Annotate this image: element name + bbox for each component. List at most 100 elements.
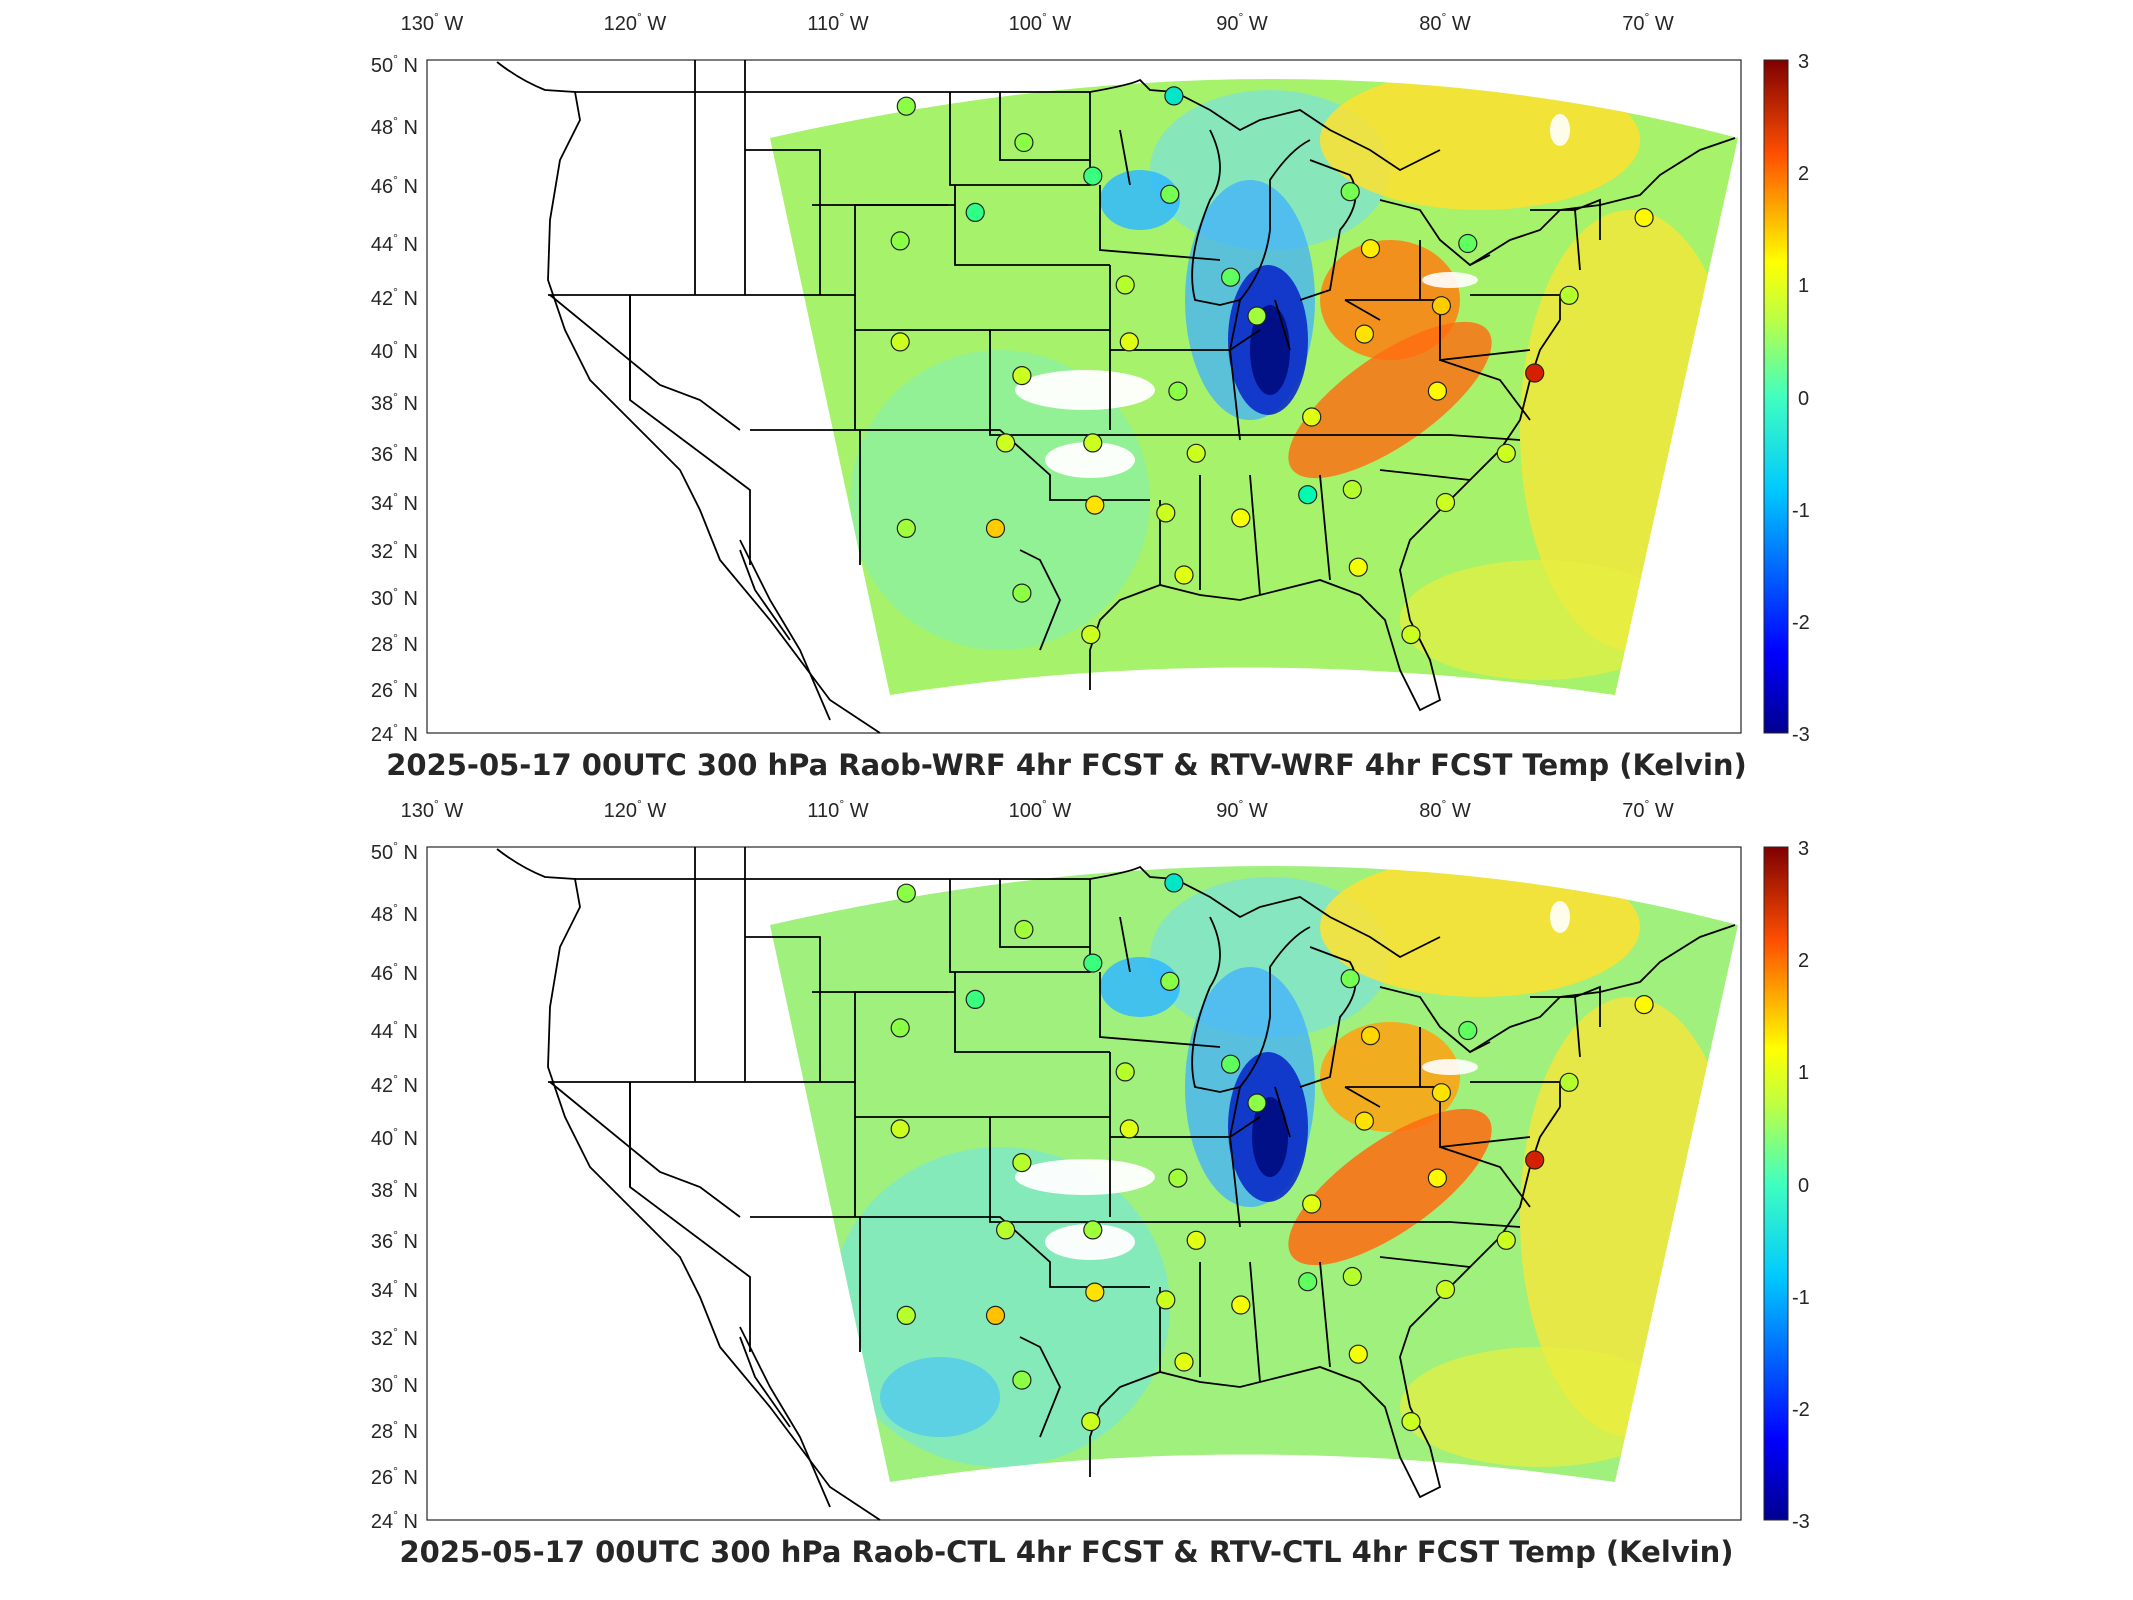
lat-tick-label: 42° N [371,285,418,310]
colorbar-tick-label: 1 [1798,1062,1809,1084]
lat-tick-label: 48° N [371,901,418,926]
station-marker [1012,366,1032,386]
station-marker [1559,1072,1579,1092]
lat-tick-label: 34° N [371,1277,418,1302]
station-marker [965,202,985,222]
lat-tick-label: 42° N [371,1072,418,1097]
lat-tick-label: 32° N [371,1325,418,1350]
station-marker [1014,919,1034,940]
station-marker [1401,624,1421,645]
latitude-ticks: 50° N 48° N 46° N 44° N 42° N 40° N 38° … [371,52,418,746]
lat-tick-label: 26° N [371,1464,418,1489]
station-marker [890,231,910,251]
station-marker [985,518,1006,539]
station-marker [1014,132,1034,153]
station-marker [1435,492,1456,513]
coastlines-and-borders [496,847,1736,1521]
station-marker [896,883,916,903]
station-marker [1012,1153,1032,1173]
station-marker [1160,971,1180,991]
lat-tick-label: 44° N [371,231,418,256]
station-marker [1186,1230,1206,1250]
lon-tick-label: 70° W [1622,797,1674,822]
lon-tick-label: 80° W [1419,10,1471,35]
station-marker [1427,1168,1448,1188]
station-marker [1174,1352,1194,1372]
station-marker [1435,1279,1456,1300]
station-marker [1302,407,1322,427]
map-title: 2025-05-17 00UTC 300 hPa Raob-CTL 4hr FC… [399,1535,1734,1569]
station-marker [1458,233,1478,254]
lat-tick-label: 46° N [371,960,418,985]
station-marker [1231,1295,1251,1315]
station-marker [1081,1411,1101,1432]
lat-tick-label: 44° N [371,1018,418,1043]
lon-tick-label: 130° W [401,10,464,35]
station-marker [1164,873,1184,893]
station-marker [1174,565,1194,585]
station-marker [1431,1083,1452,1103]
lon-tick-label: 100° W [1009,10,1072,35]
lat-tick-label: 40° N [371,338,418,363]
lat-tick-label: 38° N [371,1177,418,1202]
lat-tick-label: 46° N [371,173,418,198]
station-marker [995,1220,1016,1240]
colorbar-tick-label: -2 [1792,612,1810,634]
station-marker [1160,184,1180,204]
map-figure-top: 130° W 120° W 110° W 100° W 90° W 80° W … [371,10,1810,746]
station-marker [1081,624,1101,645]
station-marker [1496,443,1516,463]
station-marker [1348,1344,1368,1364]
station-marker [1458,1020,1478,1041]
station-marker [1156,1290,1176,1310]
station-marker [1431,296,1452,316]
station-marker [896,96,916,116]
station-marker [890,1119,910,1139]
station-marker [1360,1026,1381,1046]
colorbar-tick-label: -1 [1792,1287,1810,1309]
station-marker [1525,1150,1545,1170]
colorbar-tick-label: -3 [1792,724,1810,746]
lat-tick-label: 34° N [371,490,418,515]
lat-tick-label: 48° N [371,114,418,139]
raob-stations [890,86,1654,645]
station-marker [995,433,1016,453]
station-marker [1634,995,1654,1015]
lon-tick-label: 130° W [401,797,464,822]
lat-tick-label: 30° N [371,585,418,610]
station-marker [1085,495,1105,515]
temperature-field [770,79,1738,695]
station-marker [1231,508,1251,528]
lat-tick-label: 36° N [371,1228,418,1253]
station-marker [965,989,985,1009]
longitude-ticks: 130° W 120° W 110° W 100° W 90° W 80° W … [401,797,1674,822]
colorbar-tick-label: 0 [1798,388,1809,410]
station-marker [1342,1266,1362,1287]
station-marker [1119,1119,1139,1139]
map-panel-top: 130° W 120° W 110° W 100° W 90° W 80° W … [371,10,1810,782]
station-marker [1220,267,1241,287]
station-marker [1559,285,1579,305]
station-marker [1164,86,1184,106]
station-marker [1083,953,1103,973]
colorbar-tick-label: -2 [1792,1399,1810,1421]
longitude-ticks: 130° W 120° W 110° W 100° W 90° W 80° W … [401,10,1674,35]
lon-tick-label: 100° W [1009,797,1072,822]
station-marker [1085,1282,1105,1302]
station-marker [1186,443,1206,463]
colorbar-tick-label: 2 [1798,163,1809,185]
station-marker [1083,1220,1103,1240]
station-marker [1247,306,1267,326]
station-marker [1302,1194,1322,1214]
station-marker [1525,363,1545,383]
station-marker [1496,1230,1516,1250]
colorbar-tick-label: 2 [1798,950,1809,972]
lat-tick-label: 26° N [371,677,418,702]
station-marker [1354,1111,1375,1131]
station-marker [985,1305,1006,1326]
lon-tick-label: 110° W [807,10,868,35]
station-marker [1340,969,1360,989]
station-marker [1401,1411,1421,1432]
station-marker [1348,557,1368,577]
temperature-field [770,866,1738,1482]
